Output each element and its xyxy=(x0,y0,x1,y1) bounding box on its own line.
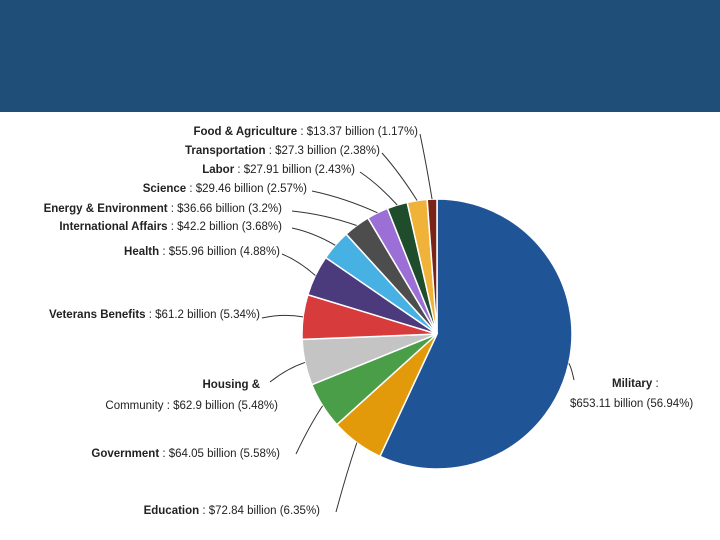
leader-lines xyxy=(261,133,575,513)
slice-label-international-affairs: International Affairs : $42.2 billion (3… xyxy=(59,221,282,233)
slice-label-housing-and-community: Housing & Community : $62.9 billion (5.48… xyxy=(105,379,278,412)
slice-label-science: Science : $29.46 billion (2.57%) xyxy=(143,183,307,195)
slice-label-education: Education : $72.84 billion (6.35%) xyxy=(144,505,321,517)
leader-line-health xyxy=(281,253,316,276)
slice-label-government: Government : $64.05 billion (5.58%) xyxy=(91,448,280,460)
header-banner xyxy=(0,0,720,112)
leader-line-veterans-benefits xyxy=(261,314,304,319)
leader-line-energy-and-environment xyxy=(291,210,357,226)
slice-label-transportation: Transportation : $27.3 billion (2.38%) xyxy=(185,145,380,157)
pie-chart: Military : $653.11 billion (56.94%) Educat… xyxy=(44,126,694,517)
slice-label-food-and-agriculture: Food & Agriculture : $13.37 billion (1.1… xyxy=(193,126,418,138)
pie-slices xyxy=(301,198,573,470)
leader-line-housing-and-community xyxy=(269,361,306,383)
pie-slice-military xyxy=(378,198,573,470)
leader-line-transportation xyxy=(381,152,418,201)
leader-line-science xyxy=(311,190,378,214)
leader-line-labor xyxy=(359,171,398,206)
slice-labels: Military : $653.11 billion (56.94%) Educat… xyxy=(44,126,694,517)
leader-line-food-and-agriculture xyxy=(419,133,433,200)
slice-label-veterans-benefits: Veterans Benefits : $61.2 billion (5.34%… xyxy=(49,309,260,321)
slice-label-energy-and-environment: Energy & Environment : $36.66 billion (3… xyxy=(44,203,283,215)
leader-line-government xyxy=(295,405,324,455)
leader-line-military xyxy=(568,362,575,381)
slice-label-military: Military : $653.11 billion (56.94%) xyxy=(570,378,693,410)
slice-label-labor: Labor : $27.91 billion (2.43%) xyxy=(202,164,355,176)
leader-line-international-affairs xyxy=(291,227,336,246)
leader-line-education xyxy=(335,442,358,513)
slice-label-health: Health : $55.96 billion (4.88%) xyxy=(124,246,280,258)
